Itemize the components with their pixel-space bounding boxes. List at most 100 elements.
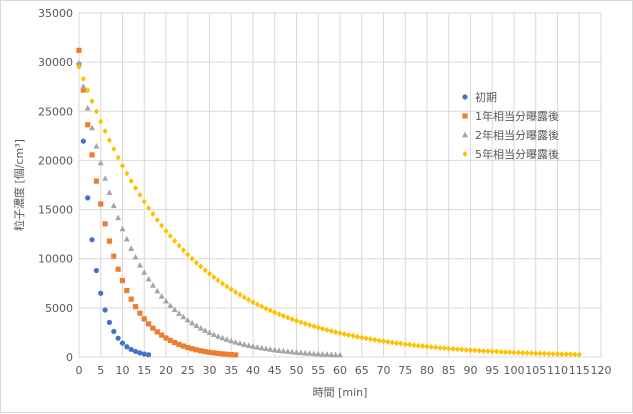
data-point (80, 87, 86, 93)
x-tick-label: 100 (504, 364, 525, 377)
data-point (180, 343, 186, 349)
data-point (85, 195, 91, 201)
data-point (228, 286, 234, 293)
data-point (106, 189, 113, 196)
data-point (267, 346, 274, 352)
data-point (197, 325, 204, 331)
data-point (302, 349, 309, 356)
data-point (441, 345, 447, 352)
data-point (84, 104, 91, 111)
data-point (176, 310, 183, 316)
data-point (93, 178, 99, 184)
data-point (202, 327, 209, 333)
data-point (420, 343, 426, 350)
data-point (236, 340, 243, 346)
series-diamond (76, 64, 582, 358)
data-point (272, 309, 278, 316)
data-point (110, 202, 117, 209)
data-point (132, 253, 139, 260)
data-point (433, 344, 439, 351)
data-point (185, 251, 191, 258)
y-tick-label: 30000 (38, 56, 73, 69)
data-point (333, 329, 339, 336)
data-point (172, 339, 178, 346)
data-point (93, 108, 99, 115)
data-point (337, 330, 343, 337)
data-point (85, 87, 91, 94)
y-tick-label: 25000 (38, 105, 73, 118)
data-point (106, 319, 113, 325)
data-point (467, 347, 474, 354)
data-point (258, 344, 265, 351)
data-point (328, 351, 335, 358)
data-point (206, 270, 213, 277)
data-point (367, 336, 374, 343)
data-point (567, 351, 574, 358)
data-point (350, 332, 356, 339)
data-point (415, 342, 421, 349)
data-point (119, 225, 126, 232)
x-tick-label: 15 (137, 364, 151, 377)
data-point (389, 339, 395, 346)
data-point (284, 348, 291, 354)
data-point (267, 307, 273, 314)
x-tick-label: 45 (268, 364, 282, 377)
data-point (411, 342, 417, 349)
data-point (76, 59, 82, 66)
data-point (141, 316, 147, 322)
data-point (132, 185, 139, 192)
data-point (167, 232, 173, 239)
data-point (324, 326, 330, 333)
data-point (454, 346, 461, 353)
data-point (119, 162, 126, 169)
x-tick-label: 0 (76, 364, 83, 377)
data-point (354, 333, 360, 340)
data-point (320, 325, 326, 332)
data-point (150, 325, 156, 331)
data-point (245, 342, 252, 348)
data-point (233, 352, 239, 358)
data-point (280, 347, 287, 354)
data-point (559, 351, 565, 358)
data-point (276, 311, 282, 318)
data-point (476, 347, 482, 354)
data-point (298, 319, 304, 326)
x-tick-label: 65 (355, 364, 369, 377)
data-point (193, 259, 200, 266)
data-point (93, 142, 100, 149)
data-point (323, 351, 330, 357)
x-tick-label: 35 (224, 364, 238, 377)
axes: 0 5000 10000 15000 20000 25000 30000 35000 0 5 10 1… (38, 7, 612, 377)
data-point (576, 351, 582, 358)
data-point (193, 322, 200, 329)
data-point (328, 328, 334, 335)
data-point (102, 128, 108, 135)
data-point (159, 222, 165, 229)
data-point (302, 320, 308, 327)
x-tick-label: 5 (97, 364, 104, 377)
data-point (337, 351, 343, 358)
data-point (193, 347, 200, 353)
x-tick-label: 85 (442, 364, 456, 377)
x-tick-label: 95 (485, 364, 499, 377)
legend-marker (462, 151, 468, 157)
data-point (111, 328, 117, 335)
data-point (76, 47, 82, 53)
data-point (254, 344, 261, 350)
x-tick-label: 30 (203, 364, 217, 377)
data-point (93, 267, 99, 274)
data-point (224, 283, 230, 290)
x-tick-label: 50 (290, 364, 304, 377)
x-tick-label: 80 (420, 364, 434, 377)
data-point (310, 350, 317, 357)
data-point (89, 237, 95, 243)
data-point (250, 299, 256, 306)
data-series (76, 47, 582, 358)
data-point (485, 348, 491, 355)
legend-label: 5年相当分曝露後 (475, 147, 559, 161)
data-point (211, 350, 217, 356)
data-point (293, 317, 300, 324)
data-point (385, 338, 391, 345)
data-point (141, 198, 147, 205)
